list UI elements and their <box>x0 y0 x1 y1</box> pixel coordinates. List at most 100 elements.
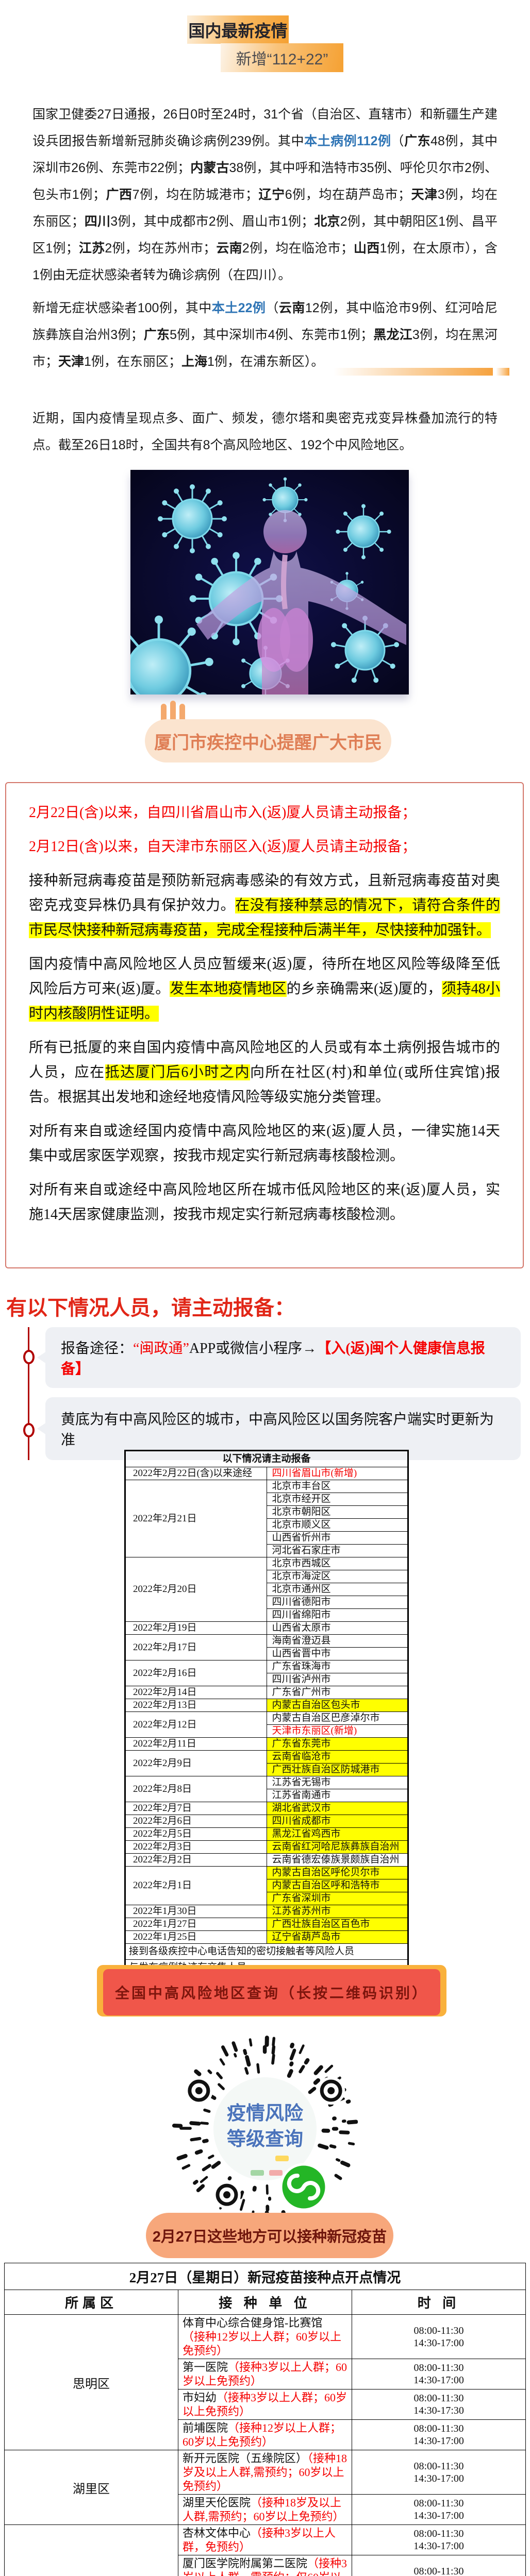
report-city-cell: 山西省忻州市 <box>266 1531 408 1545</box>
text-segment: 上海 <box>181 354 207 369</box>
text-segment: 天津 <box>410 188 438 202</box>
report-date-cell: 2022年2月5日 <box>125 1827 267 1841</box>
venue-name: 前埔医院 <box>183 2421 228 2434</box>
report-date-cell: 2022年2月9日 <box>125 1750 267 1776</box>
report-city-cell: 四川省绵阳市 <box>266 1608 408 1622</box>
venue-name: 湖里天伦医院 <box>183 2496 251 2509</box>
time-cell: 08:00-11:30 14:30-17:00 <box>352 2494 526 2525</box>
text-segment: 对所有来自或途经国内疫情中高风险地区的来(返)厦人员，一律实施14天集中或居家医… <box>29 1123 500 1164</box>
report-city-cell: 北京市西城区 <box>266 1557 408 1570</box>
paragraph-risk-areas: 近期，国内疫情呈现点多、面广、频发，德尔塔和奥密克戎变异株叠加流行的特点。截至2… <box>32 405 498 459</box>
venue-name: 杏林文体中心 <box>183 2527 251 2539</box>
reminder-paragraph: 2月12日(含)以来，自天津市东丽区入(返)厦人员请主动报备； <box>29 835 500 859</box>
text-segment: 国家卫健委27日通报，26日0时至24时，31个省（自治区、直辖市）和新疆生产建… <box>32 107 498 148</box>
report-date-cell: 2022年2月14日 <box>125 1686 267 1699</box>
venue-note: （接种3岁以上人群，免预约） <box>183 2527 336 2553</box>
bullet-line <box>28 1327 29 1460</box>
report-city-cell: 广西壮族自治区防城港市 <box>266 1763 408 1776</box>
report-date-cell: 2022年1月25日 <box>125 1930 267 1944</box>
svg-text:疫情风险: 疫情风险 <box>227 2103 304 2124</box>
vaccine-column-header: 接 种 单 位 <box>178 2290 352 2315</box>
report-table-header: 以下情况请主动报备 <box>125 1451 408 1467</box>
venue-note: （接种18岁及以上人群,需预约；60岁以上免预约） <box>183 2496 344 2523</box>
venue-name: 厦门医学院附属第二医院 <box>183 2557 308 2570</box>
district-cell: 思明区 <box>4 2314 178 2450</box>
text-segment: 6例，均在葫芦岛市； <box>285 188 411 202</box>
report-city-cell: 内蒙古自治区巴彦淖尔市 <box>266 1711 408 1725</box>
report-date-cell: 2022年1月27日 <box>125 1918 267 1931</box>
text-segment: 【入(返)闽个人健康信息报备】 <box>61 1341 485 1377</box>
text-segment: 四川 <box>84 214 111 229</box>
reminder-paragraph: 接种新冠病毒疫苗是预防新冠病毒感染的有效方式，且新冠病毒疫苗对奥密克戎变异株仍具… <box>29 869 500 943</box>
text-segment: 新增无症状感染者100例，其中 <box>32 301 212 315</box>
venue-name: 体育中心综合健身馆-比赛馆 <box>183 2316 323 2329</box>
text-segment: 48例，其中深圳市26例、东莞市22例； <box>32 134 498 175</box>
yellow-note-text: 黄底为有中高风险区的城市，中高风险区以国务院客户端实时更新为准 <box>61 1408 505 1449</box>
text-segment: 黄底为有中高风险区的城市，中高风险区以国务院客户端实时更新为准 <box>61 1412 494 1448</box>
risk-query-qr-code[interactable]: 疫情风险 等级查询 <box>172 2035 358 2226</box>
text-segment: 1例，在太原市），含1例由无症状感染者转为确诊病例（在四川）。 <box>32 241 498 282</box>
report-date-cell: 2022年2月1日 <box>125 1866 267 1905</box>
report-date-cell: 2022年2月11日 <box>125 1737 267 1751</box>
text-segment: 7例，均在防城港市； <box>132 188 258 202</box>
district-cell: 集美区 <box>4 2524 178 2576</box>
report-city-cell: 四川省泸州市 <box>266 1673 408 1686</box>
report-city-cell: 内蒙古自治区呼伦贝尔市 <box>266 1866 408 1879</box>
cdc-reminder-banner: 厦门市疾控中心提醒广大市民 <box>145 719 391 762</box>
time-cell: 08:00-11:30 14:30-17:30 <box>352 2389 526 2420</box>
text-segment: 近期，国内疫情呈现点多、面广、频发，德尔塔和奥密克戎变异株叠加流行的特点。截至2… <box>32 411 498 452</box>
text-segment: 黑龙江 <box>373 328 412 342</box>
time-cell: 08:00-11:30 14:30-17:00 <box>352 2450 526 2495</box>
text-segment: 向所在社区(村)和单位(或所住宾馆)报告。根据其出发地和途经地疫情风险等级实施分… <box>29 1064 500 1105</box>
venue-note: （接种12岁以上人群；60岁以上免预约） <box>183 2330 342 2357</box>
report-city-cell: 江苏省南通市 <box>266 1789 408 1802</box>
text-segment: 接种新冠病毒疫苗是预防新冠病毒感染的有效方式，且新冠病毒疫苗对奥密克戎变异株仍具… <box>29 873 500 913</box>
bubble-notch <box>37 1351 46 1364</box>
reminder-box: 2月22日(含)以来，自四川省眉山市入(返)厦人员请主动报备； 2月12日(含)以… <box>5 782 524 1268</box>
yellow-note-bubble: 黄底为有中高风险区的城市，中高风险区以国务院客户端实时更新为准 <box>37 1397 521 1460</box>
report-city-cell: 内蒙古自治区包头市 <box>266 1699 408 1712</box>
vaccine-column-header: 时 间 <box>352 2290 526 2315</box>
report-city-cell: 辽宁省葫芦岛市 <box>266 1930 408 1944</box>
report-city-cell: 广东省东莞市 <box>266 1737 408 1751</box>
text-segment: 本土22例 <box>211 301 266 315</box>
text-segment: 2月22日(含)以来，自四川省眉山市入(返)厦人员请主动报备； <box>29 805 417 821</box>
decor-bar-icon <box>161 704 167 722</box>
time-cell: 08:00-11:30 14:30-17:00 <box>352 2419 526 2450</box>
text-segment: 广西 <box>105 188 132 202</box>
virus-illustration <box>130 470 409 694</box>
venue-cell: 新开元医院（五缘院区）（接种18岁及以上人群,需预约；60岁以上免预约） <box>178 2450 352 2495</box>
report-date-cell: 2022年2月22日(含)以来途经 <box>125 1467 267 1480</box>
text-segment: “闽政通” <box>133 1341 189 1357</box>
text-segment: 所有已抵厦的来自国内疫情中高风险地区的人员或有本土病例报告城市的人员，应在 <box>29 1040 500 1080</box>
venue-cell: 第一医院（接种3岁以上人群；60岁以上免预约） <box>178 2359 352 2389</box>
reminder-paragraph: 对所有来自或途经国内疫情中高风险地区的来(返)厦人员，一律实施14天集中或居家医… <box>29 1119 500 1168</box>
report-city-cell: 广东省深圳市 <box>266 1892 408 1905</box>
venue-cell: 前埔医院（接种12岁以上人群；60岁以上免预约） <box>178 2419 352 2450</box>
report-date-cell: 2022年2月17日 <box>125 1634 267 1660</box>
venue-name: 新开元医院（五缘院区） <box>183 2452 308 2465</box>
report-city-cell: 河北省石家庄市 <box>266 1544 408 1557</box>
report-date-cell: 2022年1月30日 <box>125 1905 267 1918</box>
report-city-cell: 北京市顺义区 <box>266 1518 408 1532</box>
bullet-ring-icon <box>23 1423 35 1437</box>
gradient-divider-cap <box>496 368 509 376</box>
text-segment: 本土病例112例 <box>304 134 391 148</box>
venue-note: （接种3岁以上人群；60岁以上免预约） <box>183 2361 347 2387</box>
text-segment: 江苏 <box>78 241 105 256</box>
reminder-paragraph: 2月22日(含)以来，自四川省眉山市入(返)厦人员请主动报备； <box>29 801 500 825</box>
report-date-cell: 2022年2月3日 <box>125 1840 267 1854</box>
time-cell: 08:00-11:30 14:30-17:00 <box>352 2524 526 2555</box>
text-segment: 抵达厦门后6小时之内 <box>105 1064 251 1080</box>
report-city-cell: 天津市东丽区(新增) <box>266 1724 408 1738</box>
venue-cell: 体育中心综合健身馆-比赛馆 （接种12岁以上人群；60岁以上免预约） <box>178 2314 352 2359</box>
venue-note: （接种18岁及以上人群,需预约；60岁以上免预约） <box>183 2452 347 2493</box>
decor-bar-icon <box>170 701 176 722</box>
venue-note: （接种3岁以上人群；60岁以上免预约） <box>183 2391 347 2418</box>
vaccine-table-title: 2月27日（星期日）新冠疫苗接种点开点情况 <box>4 2263 526 2290</box>
venue-note: （接种12岁以上人群；60岁以上免预约） <box>183 2421 342 2448</box>
report-heading: 有以下情况人员，请主动报备： <box>6 1297 295 1319</box>
report-city-cell: 广东省广州市 <box>266 1686 408 1699</box>
report-city-cell: 北京市海淀区 <box>266 1570 408 1583</box>
report-city-cell: 四川省成都市 <box>266 1815 408 1828</box>
